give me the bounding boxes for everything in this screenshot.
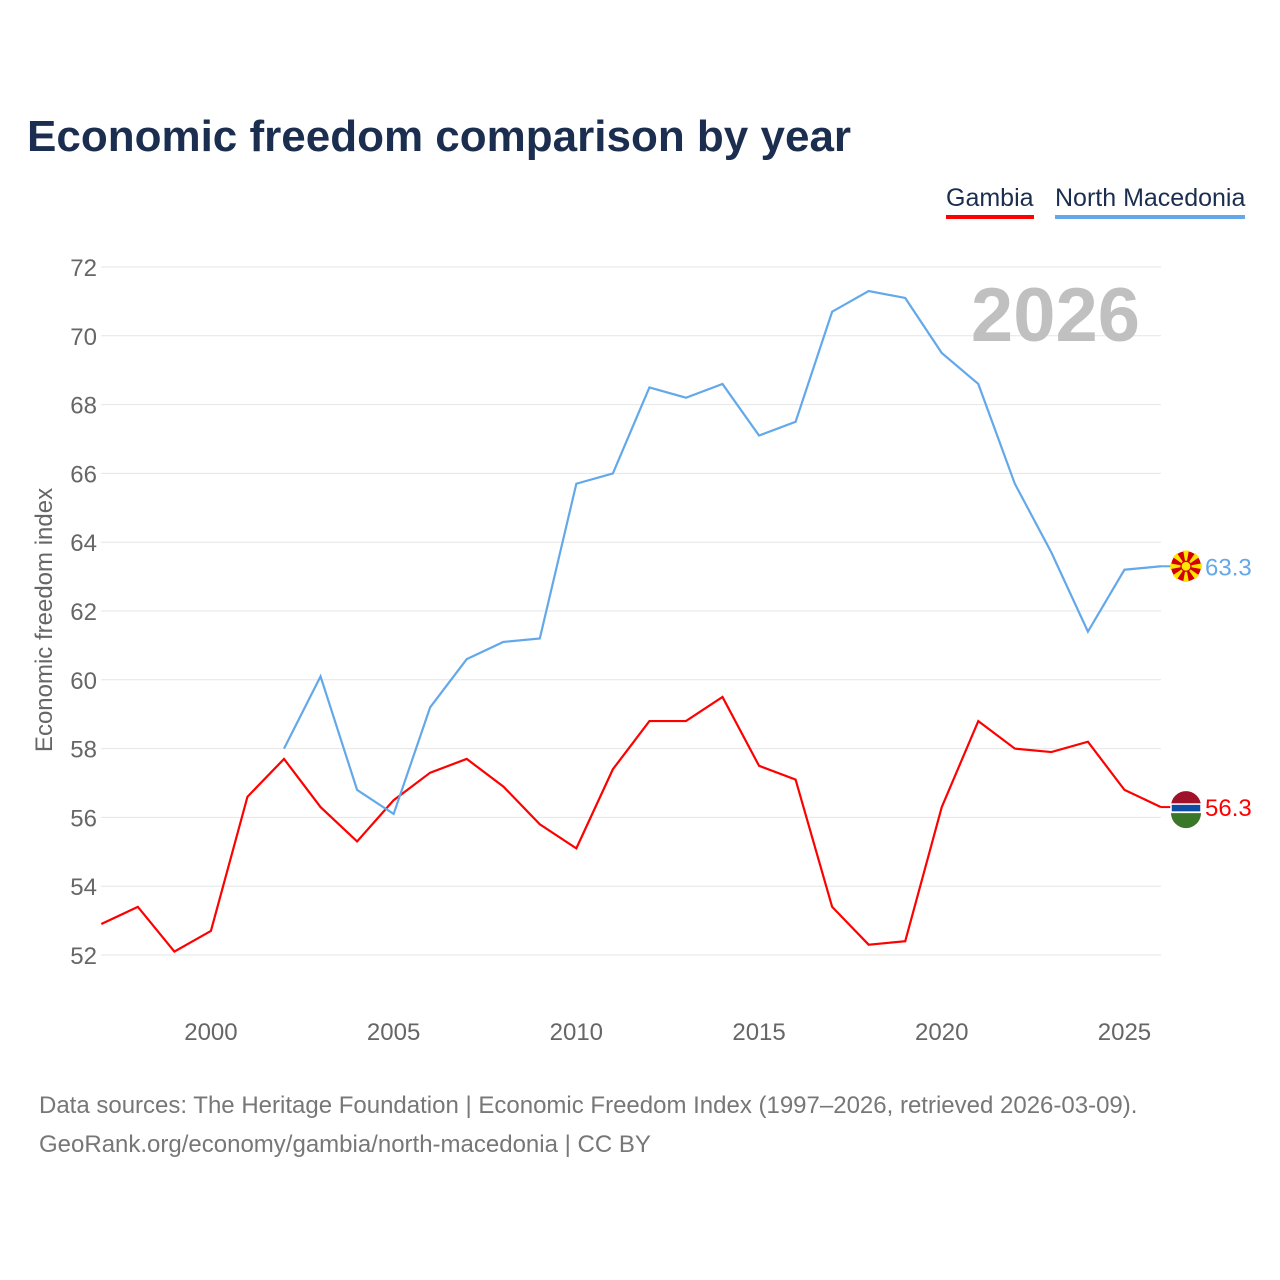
series-line-gambia [100,695,1162,953]
x-tick-label: 2005 [367,1019,420,1046]
y-tick-label: 68 [70,393,97,420]
page-title: Economic freedom comparison by year [27,112,852,161]
x-tick-label: 2010 [550,1019,603,1046]
x-tick-label: 2020 [915,1019,968,1046]
y-axis-label: Economic freedom index [31,488,58,752]
y-tick-label: 72 [70,255,97,282]
legend-north-macedonia[interactable]: North Macedonia [1055,184,1246,219]
y-tick-label: 58 [70,737,97,764]
y-tick-label: 70 [70,324,97,351]
y-tick-label: 52 [70,943,97,970]
end-value-label: 56.3 [1205,795,1252,822]
gambia-flag-icon [1171,813,1201,829]
north-macedonia-flag-icon [1186,563,1202,570]
y-tick-label: 60 [70,668,97,695]
source-text: Data sources: The Heritage Foundation | … [39,1092,1138,1119]
footer: Data sources: The Heritage Foundation | … [39,1086,1137,1164]
x-tick-label: 2025 [1098,1019,1151,1046]
north-macedonia-flag-icon [1180,560,1192,572]
north-macedonia-flag-icon [1170,563,1186,570]
y-tick-label: 54 [70,874,97,901]
y-tick-label: 66 [70,461,97,488]
gambia-flag-icon [1170,803,1202,813]
x-tick-label: 2015 [732,1019,785,1046]
north-macedonia-flag-icon [1183,566,1189,583]
attribution-text: GeoRank.org/economy/gambia/north-macedon… [39,1131,651,1158]
y-tick-label: 64 [70,530,97,557]
series-line-north-macedonia [283,289,1162,816]
north-macedonia-flag-icon [1183,550,1189,567]
x-tick-label: 2000 [184,1019,237,1046]
gambia-flag-icon [1171,791,1201,807]
y-tick-label: 56 [70,805,97,832]
y-tick-label: 62 [70,599,97,626]
legend-gambia[interactable]: Gambia [946,184,1034,219]
end-value-label: 63.3 [1205,554,1252,581]
year-watermark: 2026 [971,273,1140,358]
